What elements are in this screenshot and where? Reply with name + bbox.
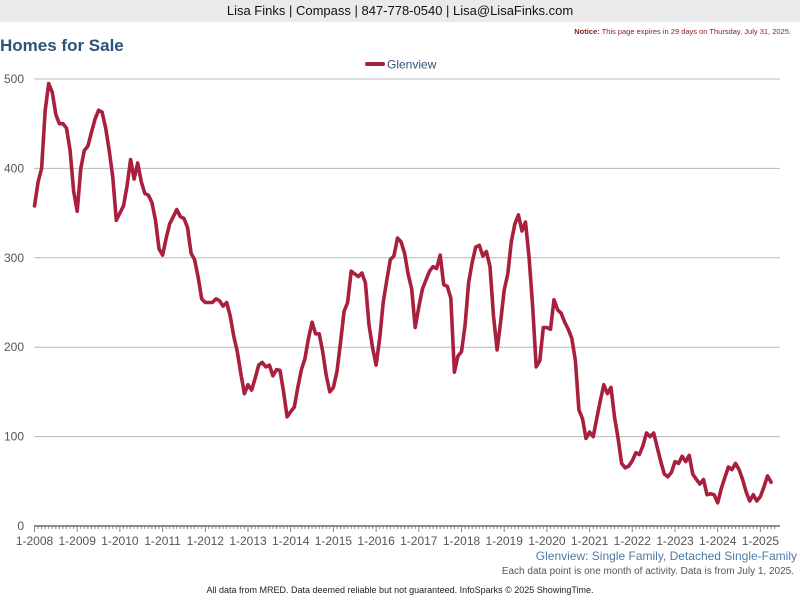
series-points [32, 81, 773, 505]
y-tick-label: 500 [4, 72, 24, 86]
chart-subtitle: Glenview: Single Family, Detached Single… [535, 549, 797, 563]
x-tick-label: 1-2021 [571, 534, 609, 548]
page-title: Homes for Sale [0, 36, 124, 55]
x-tick-label: 1-2020 [528, 534, 566, 548]
x-tick-label: 1-2023 [656, 534, 694, 548]
x-tick-label: 1-2014 [272, 534, 310, 548]
y-tick-label: 300 [4, 251, 24, 265]
x-tick-label: 1-2010 [101, 534, 139, 548]
top-contact-bar: Lisa Finks | Compass | 847-778-0540 | Li… [0, 0, 800, 22]
data-note: Each data point is one month of activity… [501, 566, 794, 577]
y-tick-label: 200 [4, 340, 24, 354]
x-tick-label: 1-2017 [400, 534, 438, 548]
series-line-glenview [32, 81, 773, 505]
legend: Glenview [365, 58, 437, 72]
series-layer [32, 81, 773, 505]
x-tick-label: 1-2011 [144, 534, 181, 548]
y-tick-label: 100 [4, 430, 24, 444]
x-tick-label: 1-2009 [59, 534, 97, 548]
x-tick-label: 1-2025 [742, 534, 780, 548]
x-tick-label: 1-2024 [699, 534, 737, 548]
x-tick-label: 1-2018 [443, 534, 481, 548]
x-tick-label: 1-2015 [315, 534, 353, 548]
expiry-notice: Notice: This page expires in 29 days on … [574, 27, 791, 36]
x-tick-label: 1-2022 [614, 534, 652, 548]
y-tick-label: 400 [4, 161, 24, 175]
footer-disclaimer: All data from MRED. Data deemed reliable… [206, 585, 594, 595]
x-tick-label: 1-2019 [486, 534, 524, 548]
x-tick-label: 1-2012 [187, 534, 225, 548]
x-tick-label: 1-2016 [357, 534, 395, 548]
y-axis-tick-labels: 0 100 200 300 400 500 [4, 72, 24, 533]
line-chart: 0 100 200 300 400 500 1-2008 1-2009 1-2010 1-201… [4, 58, 780, 548]
y-tick-label: 0 [17, 519, 24, 533]
x-tick-label: 1-2008 [16, 534, 54, 548]
x-axis: 1-2008 1-2009 1-2010 1-2011 1-2012 1-2013 1-20… [16, 525, 780, 548]
notice-text: This page expires in 29 days on Thursday… [601, 27, 791, 36]
contact-text: Lisa Finks | Compass | 847-778-0540 | Li… [226, 3, 574, 18]
legend-label-glenview: Glenview [387, 58, 437, 72]
x-tick-label: 1-2013 [229, 534, 267, 548]
notice-label: Notice: [574, 27, 600, 36]
